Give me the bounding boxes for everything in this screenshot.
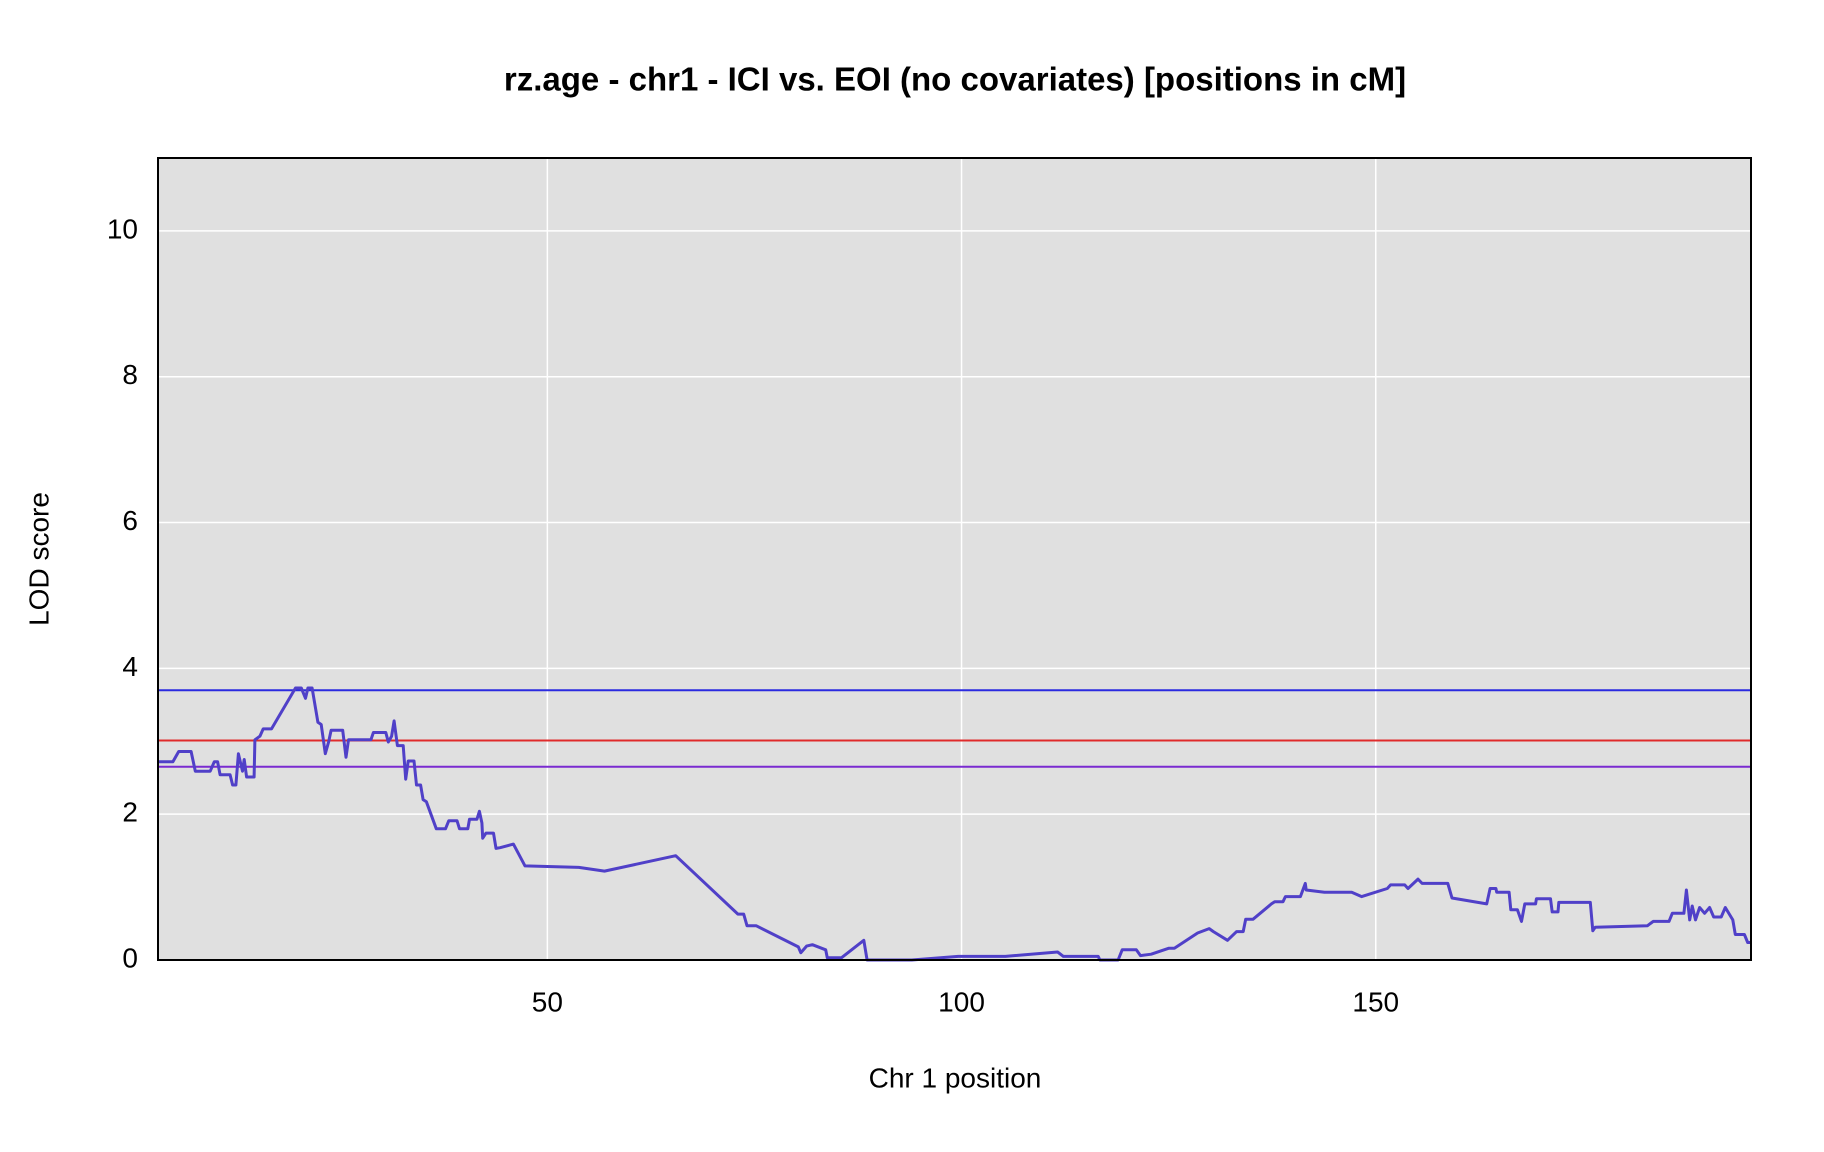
y-tick-label: 8 xyxy=(122,359,138,390)
y-axis-label: LOD score xyxy=(23,492,54,626)
y-tick-label: 10 xyxy=(107,213,138,244)
chart-title: rz.age - chr1 - ICI vs. EOI (no covariat… xyxy=(504,61,1406,98)
plot-background xyxy=(158,158,1751,960)
x-tick-label: 150 xyxy=(1352,986,1399,1017)
x-tick-label: 100 xyxy=(938,986,985,1017)
y-tick-label: 0 xyxy=(122,942,138,973)
lod-curve xyxy=(158,686,1751,962)
x-tick-label: 50 xyxy=(532,986,563,1017)
x-axis-label: Chr 1 position xyxy=(869,1062,1042,1093)
y-tick-label: 6 xyxy=(122,505,138,536)
y-tick-label: 2 xyxy=(122,797,138,828)
plot-frame xyxy=(157,157,1752,961)
y-tick-label: 4 xyxy=(122,651,138,682)
